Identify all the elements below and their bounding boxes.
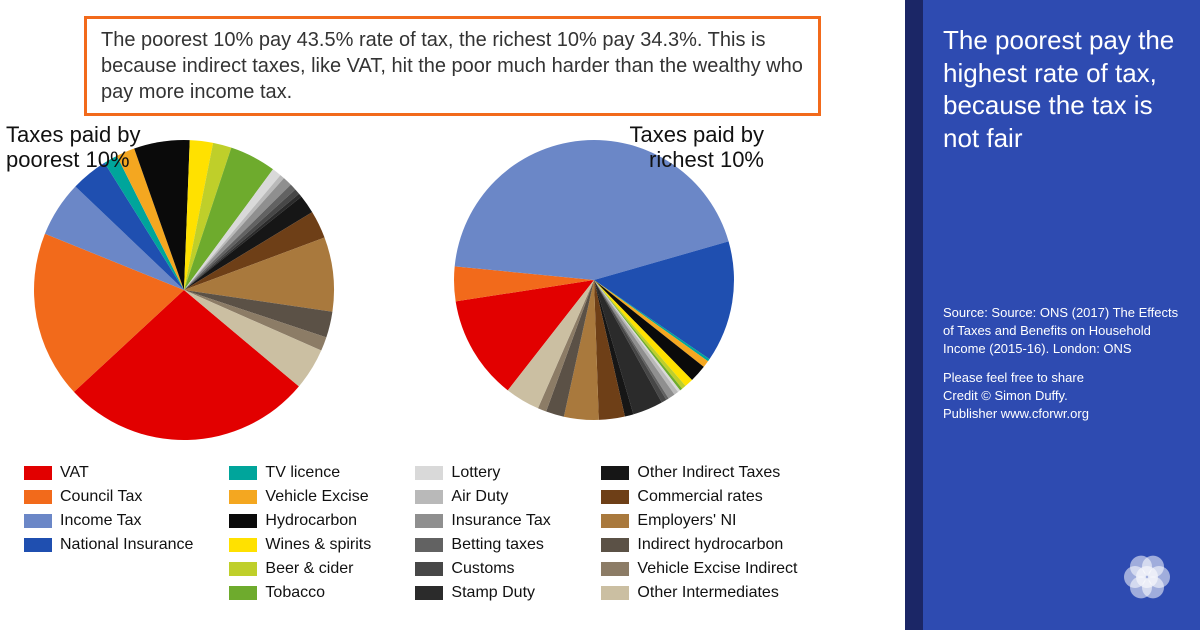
legend-label: Other Indirect Taxes	[637, 464, 780, 482]
legend-item: Stamp Duty	[415, 584, 565, 602]
sidebar-content: The poorest pay the highest rate of tax,…	[943, 24, 1180, 433]
legend-swatch	[601, 514, 629, 528]
legend-swatch	[229, 562, 257, 576]
chart-richest-title: Taxes paid by richest 10%	[594, 122, 764, 173]
legend-label: Vehicle Excise	[265, 488, 368, 506]
legend-label: Wines & spirits	[265, 536, 371, 554]
legend-swatch	[601, 490, 629, 504]
pie-richest	[444, 130, 744, 430]
legend-swatch	[24, 490, 52, 504]
sidebar-credit: Credit © Simon Duffy.	[943, 388, 1068, 403]
legend-label: Commercial rates	[637, 488, 762, 506]
legend-item: Council Tax	[24, 488, 193, 506]
legend-label: TV licence	[265, 464, 340, 482]
legend-item: Other Indirect Taxes	[601, 464, 797, 482]
legend-label: Other Intermediates	[637, 584, 778, 602]
sidebar-title: The poorest pay the highest rate of tax,…	[943, 24, 1180, 154]
legend-item: Other Intermediates	[601, 584, 797, 602]
legend-column: TV licence Vehicle Excise Hydrocarbon Wines…	[229, 464, 379, 602]
sidebar: The poorest pay the highest rate of tax,…	[905, 0, 1200, 630]
legend-item: Vehicle Excise	[229, 488, 379, 506]
legend-item: TV licence	[229, 464, 379, 482]
legend-item: Tobacco	[229, 584, 379, 602]
legend-item: Betting taxes	[415, 536, 565, 554]
legend-label: Council Tax	[60, 488, 142, 506]
legend-item: Commercial rates	[601, 488, 797, 506]
legend-label: Income Tax	[60, 512, 142, 530]
callout-box: The poorest 10% pay 43.5% rate of tax, t…	[84, 16, 821, 116]
sidebar-stripe	[905, 0, 923, 630]
legend-label: Stamp Duty	[451, 584, 535, 602]
chart-poorest-title: Taxes paid by poorest 10%	[6, 122, 176, 173]
legend-label: Customs	[451, 560, 514, 578]
legend-label: Betting taxes	[451, 536, 544, 554]
legend-swatch	[415, 538, 443, 552]
legend-item: Hydrocarbon	[229, 512, 379, 530]
legend-swatch	[24, 466, 52, 480]
callout-text: The poorest 10% pay 43.5% rate of tax, t…	[101, 29, 803, 103]
chart-poorest-block: Taxes paid by poorest 10%	[24, 130, 344, 450]
legend-swatch	[601, 466, 629, 480]
legend-column: Other Indirect Taxes Commercial rates Empl…	[601, 464, 797, 602]
legend-label: VAT	[60, 464, 89, 482]
legend-label: Air Duty	[451, 488, 508, 506]
sidebar-publisher: Publisher www.cforwr.org	[943, 406, 1089, 421]
legend-swatch	[229, 490, 257, 504]
legend-label: Vehicle Excise Indirect	[637, 560, 797, 578]
legend-item: National Insurance	[24, 536, 193, 554]
legend-item: Beer & cider	[229, 560, 379, 578]
chart-richest-block: Taxes paid by richest 10%	[444, 130, 744, 450]
legend-item: Employers' NI	[601, 512, 797, 530]
legend-swatch	[601, 586, 629, 600]
legend-swatch	[415, 514, 443, 528]
legend-label: Lottery	[451, 464, 500, 482]
legend-item: Lottery	[415, 464, 565, 482]
legend-item: Air Duty	[415, 488, 565, 506]
legend-item: Indirect hydrocarbon	[601, 536, 797, 554]
legend-swatch	[229, 538, 257, 552]
legend-label: Beer & cider	[265, 560, 353, 578]
flower-icon	[1112, 542, 1182, 612]
legend-item: Customs	[415, 560, 565, 578]
charts-row: Taxes paid by poorest 10% Taxes paid by …	[24, 130, 881, 450]
legend-swatch	[229, 466, 257, 480]
legend-swatch	[601, 562, 629, 576]
legend-label: Indirect hydrocarbon	[637, 536, 783, 554]
legend-item: VAT	[24, 464, 193, 482]
sidebar-source: Source: Source: ONS (2017) The Effects o…	[943, 304, 1180, 359]
main-panel: The poorest 10% pay 43.5% rate of tax, t…	[0, 0, 905, 630]
pie-poorest	[24, 130, 344, 450]
legend-item: Wines & spirits	[229, 536, 379, 554]
legend-label: National Insurance	[60, 536, 193, 554]
legend-swatch	[601, 538, 629, 552]
legend-swatch	[415, 466, 443, 480]
legend-item: Income Tax	[24, 512, 193, 530]
legend-swatch	[24, 538, 52, 552]
legend-swatch	[229, 514, 257, 528]
legend-swatch	[415, 490, 443, 504]
legend-swatch	[415, 562, 443, 576]
legend: VAT Council Tax Income Tax National Insuran…	[24, 464, 881, 602]
legend-item: Insurance Tax	[415, 512, 565, 530]
sidebar-meta: Source: Source: ONS (2017) The Effects o…	[943, 304, 1180, 423]
legend-column: Lottery Air Duty Insurance Tax Betting taxe…	[415, 464, 565, 602]
legend-item: Vehicle Excise Indirect	[601, 560, 797, 578]
sidebar-share: Please feel free to share	[943, 370, 1084, 385]
legend-swatch	[24, 514, 52, 528]
legend-swatch	[415, 586, 443, 600]
legend-column: VAT Council Tax Income Tax National Insuran…	[24, 464, 193, 602]
legend-label: Tobacco	[265, 584, 325, 602]
legend-label: Employers' NI	[637, 512, 736, 530]
legend-label: Hydrocarbon	[265, 512, 357, 530]
legend-label: Insurance Tax	[451, 512, 550, 530]
legend-swatch	[229, 586, 257, 600]
